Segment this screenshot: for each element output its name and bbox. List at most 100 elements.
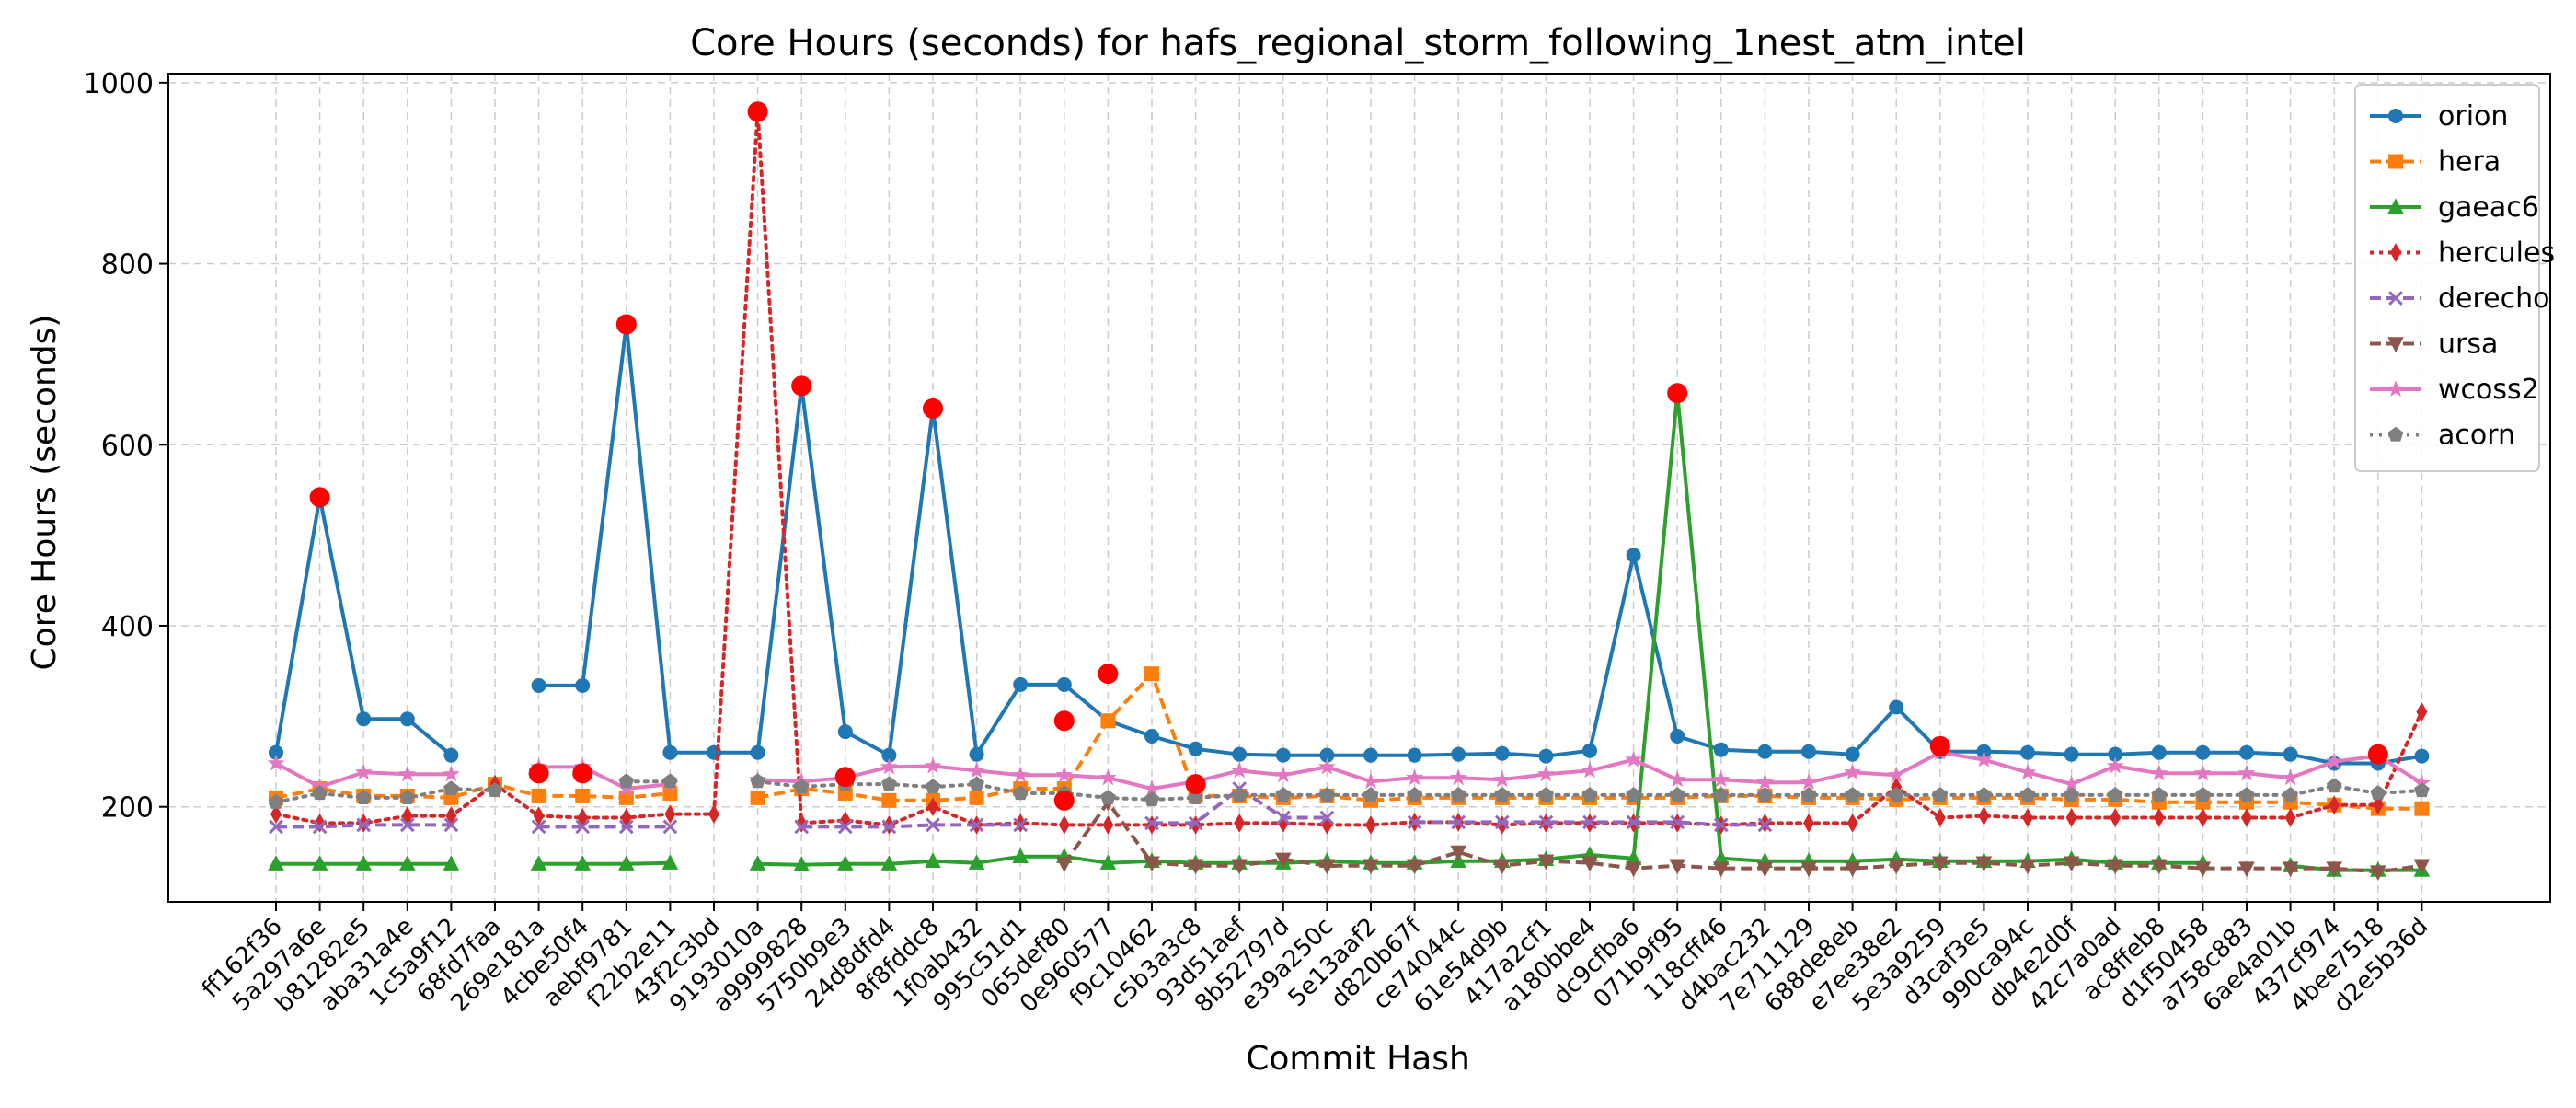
highlighted-point: [1098, 664, 1119, 685]
data-point-ursa: [1800, 861, 1817, 878]
data-point-derecho: [1626, 814, 1641, 830]
data-point-acorn: [1626, 787, 1641, 802]
data-point-derecho: [1319, 810, 1335, 825]
data-point-derecho: [1188, 815, 1203, 831]
data-point-wcoss2: [1493, 770, 1512, 788]
data-point-orion: [2239, 744, 2254, 760]
data-point-hera: [2414, 801, 2430, 816]
y-tick-label: 800: [101, 249, 154, 282]
data-point-orion: [1407, 747, 1422, 763]
data-point-wcoss2: [1712, 770, 1731, 788]
data-point-acorn: [268, 794, 284, 809]
legend-label: wcoss2: [2438, 374, 2539, 406]
data-point-ursa: [1187, 859, 1204, 875]
data-point-ursa: [1275, 852, 1292, 869]
data-point-wcoss2: [1098, 768, 1117, 786]
legend-marker: [2388, 109, 2403, 123]
data-point-hercules: [2197, 808, 2209, 827]
data-point-acorn: [2151, 787, 2168, 802]
data-point-hera: [1144, 666, 1159, 682]
data-point-orion: [1275, 747, 1291, 763]
plot-frame: [167, 73, 2551, 903]
legend-marker: [2388, 291, 2403, 306]
data-point-wcoss2: [1536, 765, 1555, 782]
data-point-ursa: [1231, 859, 1248, 875]
data-point-orion: [1013, 676, 1029, 692]
highlighted-point: [572, 763, 593, 784]
data-point-acorn: [1932, 787, 1949, 802]
data-point-wcoss2: [1668, 770, 1686, 788]
data-point-ursa: [1625, 861, 1642, 878]
chart-title: Core Hours (seconds) for hafs_regional_s…: [690, 22, 2026, 64]
data-point-ursa: [1581, 856, 1598, 872]
x-axis-label: Commit Hash: [1246, 1040, 1470, 1078]
data-point-orion: [2195, 744, 2211, 760]
data-point-ursa: [1713, 861, 1730, 878]
data-point-orion: [443, 747, 459, 763]
data-point-orion: [399, 711, 415, 727]
data-point-wcoss2: [1230, 761, 1248, 779]
legend-marker: [2388, 154, 2403, 169]
data-point-gaeac6: [1012, 848, 1029, 864]
data-point-orion: [2108, 746, 2123, 762]
data-point-orion: [1845, 746, 1860, 762]
data-point-wcoss2: [1625, 750, 1643, 768]
data-point-derecho: [531, 819, 546, 835]
data-point-acorn: [1100, 790, 1116, 805]
data-point-acorn: [793, 779, 810, 794]
data-point-hercules: [1978, 806, 1990, 825]
legend-label: gaeac6: [2438, 191, 2539, 224]
highlighted-point: [1929, 735, 1950, 756]
highlighted-point: [309, 487, 330, 508]
legend-item-hera: hera: [2370, 146, 2501, 179]
data-point-gaeac6: [793, 856, 810, 871]
data-point-acorn: [662, 773, 678, 789]
legend-label: orion: [2438, 100, 2508, 133]
data-point-derecho: [1670, 814, 1685, 830]
data-point-orion: [1713, 742, 1729, 757]
highlighted-point: [747, 101, 768, 122]
legend-marker: [2386, 380, 2405, 398]
legend-item-gaeac6: gaeac6: [2370, 191, 2539, 224]
data-point-orion: [969, 746, 984, 762]
data-point-hera: [531, 788, 546, 803]
data-point-ursa: [1932, 856, 1949, 872]
data-point-wcoss2: [2106, 756, 2124, 774]
highlighted-point: [1053, 710, 1075, 732]
data-point-derecho: [1013, 817, 1029, 833]
data-point-hercules: [1934, 808, 1946, 827]
data-point-hera: [750, 790, 765, 805]
data-point-derecho: [1582, 814, 1597, 830]
data-point-wcoss2: [2282, 768, 2300, 786]
highlighted-point: [923, 398, 943, 419]
data-point-ursa: [1406, 859, 1423, 875]
data-point-hercules: [664, 804, 676, 824]
data-point-acorn: [2283, 787, 2298, 802]
highlighted-point: [615, 314, 637, 335]
data-point-gaeac6: [880, 855, 898, 871]
legend-marker: [2387, 198, 2404, 214]
data-point-ursa: [1669, 859, 1685, 875]
data-point-hercules: [2022, 808, 2033, 827]
data-point-ursa: [2326, 861, 2342, 878]
data-point-ursa: [1756, 861, 1774, 878]
data-point-derecho: [575, 819, 591, 835]
data-point-gaeac6: [968, 854, 985, 870]
data-point-hera: [662, 785, 678, 801]
y-tick-label: 1000: [84, 68, 154, 100]
data-point-wcoss2: [1317, 757, 1336, 775]
data-point-orion: [1582, 743, 1597, 758]
data-point-wcoss2: [2325, 752, 2343, 769]
legend-item-ursa: ursa: [2370, 329, 2498, 361]
data-point-derecho: [1407, 814, 1422, 830]
data-point-acorn: [1538, 787, 1554, 802]
data-point-acorn: [1407, 787, 1422, 802]
data-point-derecho: [1713, 817, 1729, 833]
data-point-derecho: [1451, 814, 1466, 830]
data-point-derecho: [794, 819, 810, 835]
data-point-ursa: [1144, 856, 1160, 872]
data-point-ursa: [2238, 861, 2255, 878]
data-point-orion: [2064, 746, 2079, 762]
legend-marker: [2390, 243, 2401, 262]
data-point-ursa: [2151, 859, 2168, 875]
